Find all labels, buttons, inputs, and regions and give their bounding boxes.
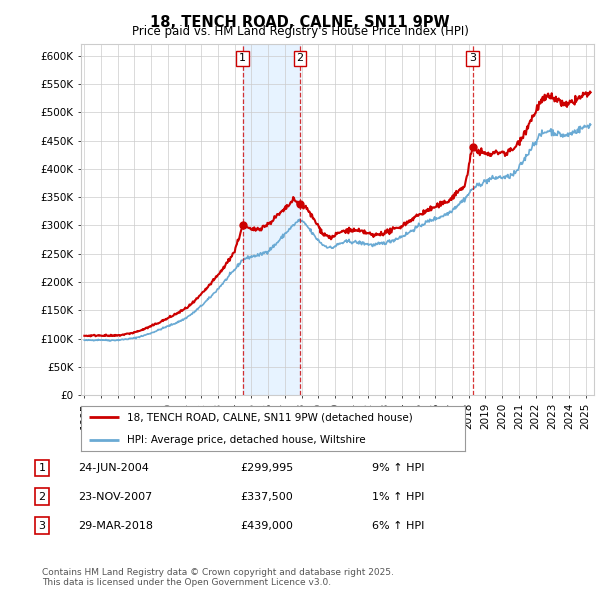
Text: £337,500: £337,500 xyxy=(240,492,293,502)
Text: Price paid vs. HM Land Registry's House Price Index (HPI): Price paid vs. HM Land Registry's House … xyxy=(131,25,469,38)
Text: 2: 2 xyxy=(38,492,46,502)
Text: £439,000: £439,000 xyxy=(240,521,293,530)
Text: 24-JUN-2004: 24-JUN-2004 xyxy=(78,463,149,473)
Text: 29-MAR-2018: 29-MAR-2018 xyxy=(78,521,153,530)
Text: 1: 1 xyxy=(239,53,246,63)
Text: 1: 1 xyxy=(38,463,46,473)
Bar xyxy=(243,44,300,395)
Text: 3: 3 xyxy=(38,521,46,530)
Text: £299,995: £299,995 xyxy=(240,463,293,473)
Text: 23-NOV-2007: 23-NOV-2007 xyxy=(78,492,152,502)
Text: 3: 3 xyxy=(469,53,476,63)
Text: 2: 2 xyxy=(296,53,304,63)
Text: 9% ↑ HPI: 9% ↑ HPI xyxy=(372,463,425,473)
Text: HPI: Average price, detached house, Wiltshire: HPI: Average price, detached house, Wilt… xyxy=(127,435,366,445)
Text: Contains HM Land Registry data © Crown copyright and database right 2025.
This d: Contains HM Land Registry data © Crown c… xyxy=(42,568,394,587)
Text: 18, TENCH ROAD, CALNE, SN11 9PW (detached house): 18, TENCH ROAD, CALNE, SN11 9PW (detache… xyxy=(127,412,413,422)
Text: 1% ↑ HPI: 1% ↑ HPI xyxy=(372,492,424,502)
Text: 18, TENCH ROAD, CALNE, SN11 9PW: 18, TENCH ROAD, CALNE, SN11 9PW xyxy=(150,15,450,30)
Text: 6% ↑ HPI: 6% ↑ HPI xyxy=(372,521,424,530)
